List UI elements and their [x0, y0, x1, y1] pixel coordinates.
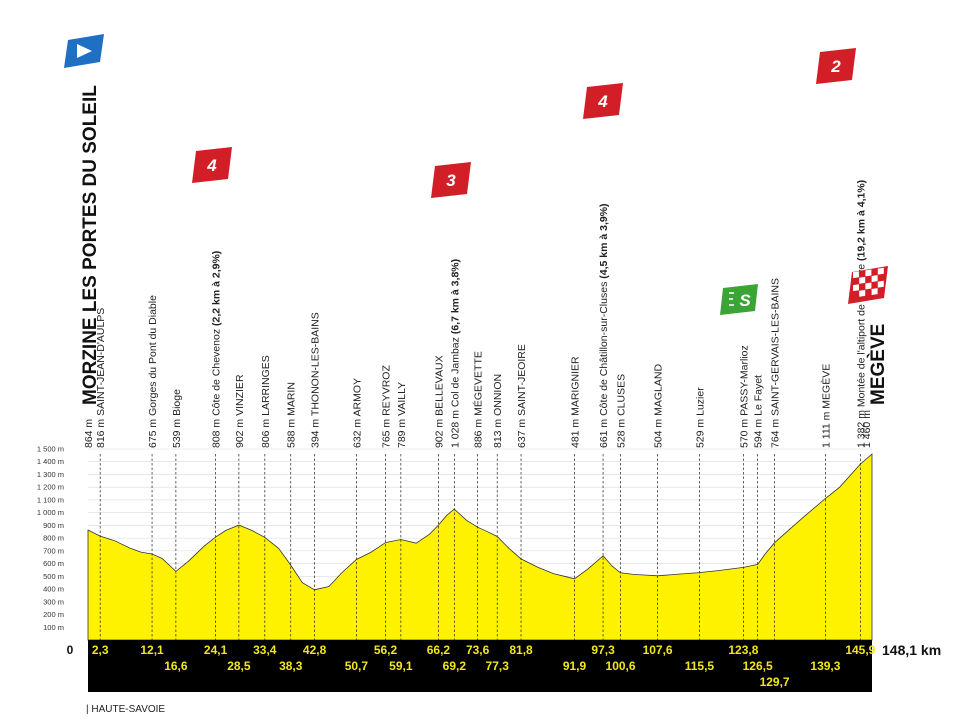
waypoint-label: 1 028 m Col de Jambaz (6,7 km à 3,8%) — [449, 259, 461, 448]
y-tick-label: 200 m — [43, 610, 64, 619]
km-label: 73,6 — [466, 643, 490, 657]
intermediate-sprint-badge: S — [720, 284, 758, 315]
km-label: 24,1 — [204, 643, 228, 657]
km-label: 16,6 — [164, 659, 188, 673]
y-tick-label: 900 m — [43, 521, 64, 530]
start-flag — [64, 34, 104, 68]
finish-flag — [848, 266, 888, 304]
y-tick-label: 1 400 m — [37, 457, 64, 466]
waypoint-droplines — [99, 454, 861, 640]
distance-zero-label: 0 — [67, 643, 74, 657]
waypoint-label: 808 m Côte de Chevenoz (2,2 km à 2,9%) — [211, 251, 223, 448]
distance-labels: 2,3 12,116,6 24,1 28,533,438,342,8 50,7 56,2 5… — [92, 643, 876, 689]
waypoint-label: 813 m ONNION — [492, 374, 504, 448]
start-town-label: MORZINE LES PORTES DU SOLEIL — [80, 85, 101, 405]
climb-category-badge: 4 — [192, 147, 232, 183]
svg-text:3: 3 — [446, 171, 456, 190]
waypoint-label: 765 m REYVROZ — [381, 365, 393, 448]
y-tick-label: 1 200 m — [37, 483, 64, 492]
y-tick-label: 700 m — [43, 546, 64, 555]
waypoint-label: 902 m BELLEVAUX — [433, 355, 445, 448]
waypoint-label: 594 m Le Fayet — [753, 375, 765, 448]
waypoint-label: 1 382 m Montée de l'altiport de Megève (… — [855, 180, 867, 448]
waypoint-label: 529 m Luzier — [694, 387, 706, 448]
waypoint-label: 588 m MARIN — [286, 382, 298, 448]
km-label: 33,4 — [253, 643, 277, 657]
km-label: 139,3 — [810, 659, 840, 673]
waypoint-label: 661 m Côte de Châtillon-sur-Cluses (4,5 … — [598, 203, 610, 448]
waypoint-label: 539 m Bioge — [171, 389, 183, 448]
y-tick-label: 1 300 m — [37, 470, 64, 479]
play-icon — [77, 44, 92, 58]
km-label: 97,3 — [591, 643, 615, 657]
waypoint-label: 675 m Gorges du Pont du Diable — [147, 295, 159, 448]
waypoint-label: 394 m THONON-LES-BAINS — [310, 312, 322, 448]
waypoint-label: 632 m ARMOY — [351, 378, 363, 448]
y-tick-label: 1 500 m — [37, 445, 64, 454]
climb-category-badge: 2 — [816, 48, 856, 84]
y-tick-label: 100 m — [43, 623, 64, 632]
km-label: 91,9 — [563, 659, 587, 673]
waypoint-label: 528 m CLUSES — [616, 374, 628, 448]
climb-badges: 4 3 4 2 S — [192, 48, 856, 315]
waypoint-label: 764 m SAINT-GERVAIS-LES-BAINS — [770, 278, 782, 448]
km-label: 145,9 — [845, 643, 875, 657]
km-label: 56,2 — [374, 643, 398, 657]
y-tick-label: 400 m — [43, 585, 64, 594]
km-label: 115,5 — [685, 659, 715, 673]
km-label: 107,6 — [643, 643, 673, 657]
km-label: 38,3 — [279, 659, 303, 673]
region-label: | HAUTE-SAVOIE — [86, 704, 165, 715]
km-label: 100,6 — [606, 659, 636, 673]
y-tick-label: 1 100 m — [37, 495, 64, 504]
waypoint-label: 806 m LARRINGES — [260, 355, 272, 448]
y-tick-label: 1 000 m — [37, 508, 64, 517]
distance-band — [88, 640, 872, 692]
km-label: 81,8 — [509, 643, 533, 657]
svg-text:4: 4 — [597, 92, 608, 111]
y-tick-label: 300 m — [43, 597, 64, 606]
km-label: 12,1 — [140, 643, 164, 657]
waypoint-label: 864 m — [83, 419, 95, 448]
y-tick-label: 800 m — [43, 534, 64, 543]
altitude-tick-labels: 100 m 200 m 300 m 400 m 500 m 600 m 700 m 800 m… — [37, 445, 64, 632]
km-label: 28,5 — [227, 659, 251, 673]
y-tick-label: 600 m — [43, 559, 64, 568]
waypoint-label: 481 m MARIGNIER — [569, 356, 581, 448]
y-tick-label: 500 m — [43, 572, 64, 581]
climb-category-badge: 4 — [583, 83, 623, 119]
svg-text:S: S — [739, 291, 751, 310]
elevation-profile-area — [87, 453, 873, 641]
waypoint-label: 1 460 m — [861, 410, 873, 448]
waypoint-label: 637 m SAINT-JEOIRE — [516, 344, 528, 448]
svg-text:2: 2 — [830, 57, 841, 76]
waypoint-label: 789 m VAILLY — [396, 382, 408, 448]
km-label: 129,7 — [760, 675, 790, 689]
waypoint-label: 886 m MÉGEVETTE — [472, 351, 485, 448]
km-label: 42,8 — [303, 643, 327, 657]
km-label: 2,3 — [92, 643, 109, 657]
km-label: 69,2 — [443, 659, 467, 673]
km-label: 77,3 — [486, 659, 510, 673]
checkered-flag-icon — [853, 267, 884, 297]
km-label: 66,2 — [427, 643, 451, 657]
total-distance-label: 148,1 km — [882, 642, 941, 658]
km-label: 123,8 — [728, 643, 758, 657]
km-label: 59,1 — [389, 659, 413, 673]
waypoint-label: 504 m MAGLAND — [653, 364, 665, 448]
waypoint-label: 570 m PASSY-Marlioz — [738, 345, 750, 448]
km-label: 50,7 — [345, 659, 369, 673]
waypoint-labels: 864 m 816 m SAINT-JEAN-D'AULPS 675 m Gorge… — [83, 180, 873, 448]
waypoint-label: 902 m VINZIER — [234, 374, 246, 448]
finish-town-label: MEGÈVE — [867, 324, 889, 405]
waypoint-label: 1 111 m MEGÈVE — [819, 364, 832, 448]
svg-text:4: 4 — [206, 156, 217, 175]
climb-category-badge: 3 — [431, 162, 471, 198]
waypoint-label: 816 m SAINT-JEAN-D'AULPS — [95, 308, 107, 448]
km-label: 126,5 — [743, 659, 773, 673]
